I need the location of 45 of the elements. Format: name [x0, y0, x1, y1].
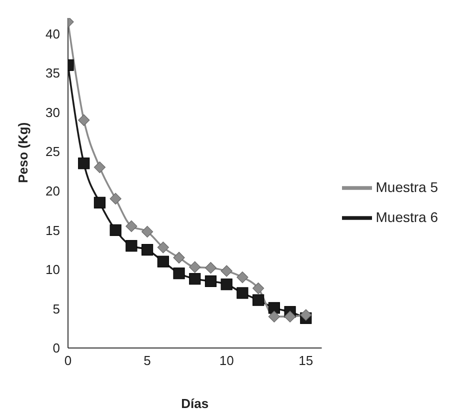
point: [141, 226, 154, 238]
y-tick-label: 40: [46, 26, 60, 42]
point: [189, 261, 201, 273]
point: [157, 256, 169, 268]
point: [204, 262, 217, 274]
point: [268, 302, 280, 314]
point: [236, 271, 248, 284]
point: [126, 220, 138, 232]
y-tick-label: 25: [46, 144, 60, 160]
x-tick-label: 15: [298, 353, 314, 368]
point: [126, 240, 138, 252]
point: [78, 158, 90, 170]
point: [220, 278, 232, 290]
y-tick-label: 30: [46, 104, 60, 120]
y-tick-label: 15: [46, 222, 60, 238]
y-tick-label: 0: [52, 340, 60, 356]
point: [268, 310, 280, 322]
point: [300, 309, 312, 321]
x-tick-label: 0: [64, 353, 72, 368]
point: [157, 242, 169, 254]
point: [110, 192, 122, 205]
y-tick-label: 20: [46, 183, 60, 198]
y-tick-label: 5: [52, 301, 60, 316]
point: [94, 161, 106, 174]
point: [236, 287, 248, 299]
point: [110, 224, 122, 236]
y-axis-title: Peso (Kg): [16, 122, 31, 183]
point: [94, 196, 106, 208]
x-tick-label: 5: [144, 353, 151, 368]
x-axis-title: Días: [181, 396, 209, 411]
point: [173, 268, 185, 280]
y-tick-label: 10: [46, 262, 60, 278]
x-tick-label: 10: [219, 353, 234, 368]
point: [252, 294, 264, 306]
y-tick-label: 35: [46, 66, 60, 81]
point: [189, 273, 201, 285]
point: [173, 252, 185, 264]
point: [141, 244, 154, 256]
legend-label: Muestra 6: [376, 208, 438, 225]
point: [220, 265, 232, 277]
point: [252, 282, 264, 294]
point: [78, 114, 90, 126]
point: [204, 275, 217, 288]
legend-label: Muestra 5: [376, 178, 438, 195]
point: [284, 310, 296, 322]
